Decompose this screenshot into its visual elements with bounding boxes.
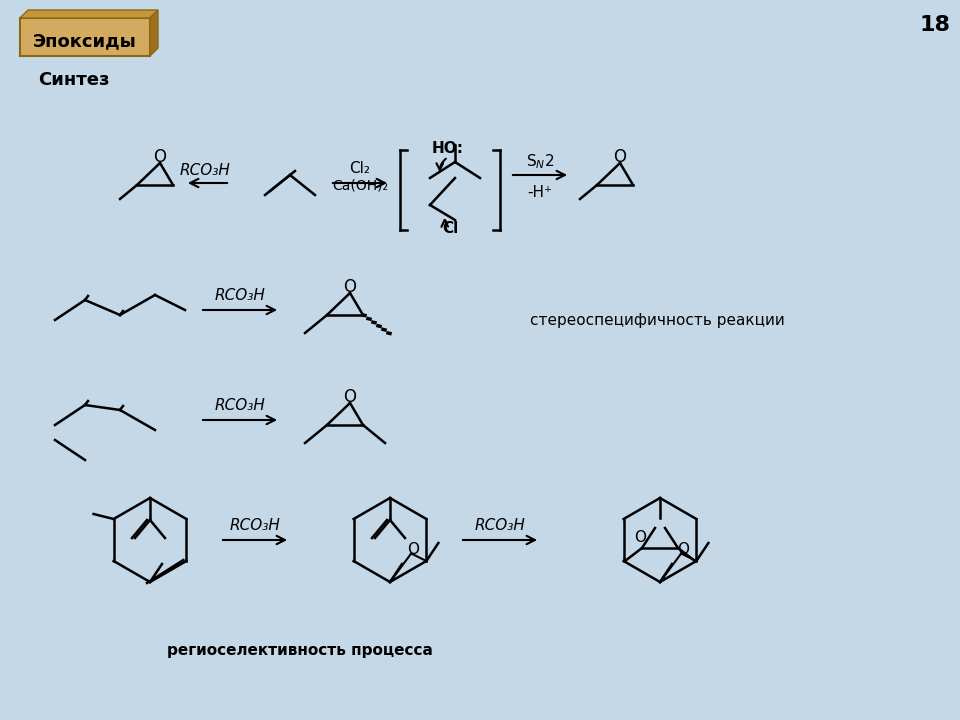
Text: Cl: Cl [442, 220, 458, 235]
Text: RCO₃H: RCO₃H [229, 518, 280, 533]
Text: 18: 18 [920, 15, 950, 35]
Text: O: O [344, 388, 356, 406]
Text: O: O [154, 148, 166, 166]
Polygon shape [20, 10, 158, 18]
Text: S$_N$2: S$_N$2 [526, 153, 554, 171]
Text: Синтез: Синтез [38, 71, 109, 89]
Text: O: O [344, 278, 356, 296]
FancyBboxPatch shape [20, 18, 150, 56]
Text: RCO₃H: RCO₃H [474, 518, 525, 533]
Polygon shape [150, 10, 158, 56]
Text: HO:: HO: [432, 140, 464, 156]
Text: O: O [613, 148, 627, 166]
Text: Эпоксиды: Эпоксиды [33, 32, 137, 50]
Text: региоселективность процесса: региоселективность процесса [167, 642, 433, 657]
Text: RCO₃H: RCO₃H [180, 163, 230, 178]
Text: Ca(OH)₂: Ca(OH)₂ [332, 178, 388, 192]
Text: O: O [677, 542, 689, 557]
Text: стереоспецифичность реакции: стереоспецифичность реакции [530, 312, 784, 328]
Text: O: O [634, 531, 646, 546]
Text: -H⁺: -H⁺ [527, 184, 553, 199]
Text: RCO₃H: RCO₃H [215, 287, 265, 302]
Text: Cl₂: Cl₂ [349, 161, 371, 176]
Text: O: O [407, 542, 420, 557]
Text: RCO₃H: RCO₃H [215, 397, 265, 413]
